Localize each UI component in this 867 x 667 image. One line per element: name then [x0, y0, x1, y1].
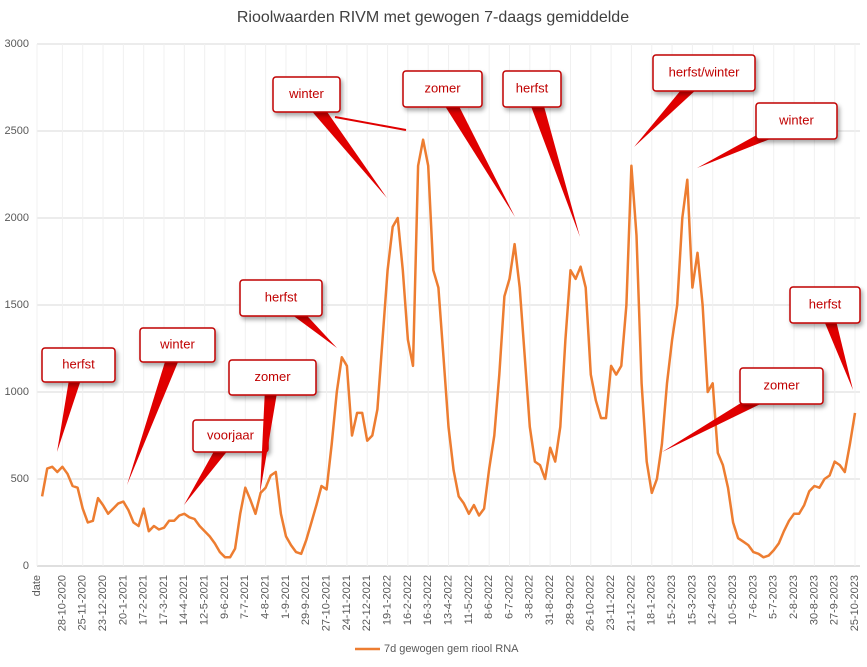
x-tick-label: 9-6-2021: [219, 575, 231, 619]
x-tick-label: 31-8-2022: [544, 575, 556, 625]
x-tick-label: 22-12-2021: [361, 575, 373, 631]
x-tick-label: 16-2-2022: [402, 575, 414, 625]
y-tick-label: 2500: [5, 125, 29, 137]
x-tick-label: 26-10-2022: [585, 575, 597, 631]
callout-line: [334, 116, 407, 131]
callout-box: [239, 279, 323, 317]
callout-label: herfst: [62, 356, 95, 371]
callout-label: herfst/winter: [669, 64, 740, 79]
callout: herfst: [789, 286, 861, 390]
legend-label: 7d gewogen gem riool RNA: [384, 643, 519, 655]
x-tick-label: 2-8-2023: [788, 575, 800, 619]
callout-label: herfst: [809, 296, 842, 311]
callout: herfst/winter: [634, 54, 756, 147]
callout-label: winter: [778, 112, 814, 127]
callout-box: [739, 367, 824, 405]
callout: herfst: [502, 70, 580, 237]
callout-label: zomer: [254, 369, 291, 384]
x-tick-label: 15-3-2023: [686, 575, 698, 625]
y-tick-label: 1500: [5, 299, 29, 311]
x-tick-label: 17-3-2021: [158, 575, 170, 625]
callout: winter: [272, 76, 387, 198]
callout-pointer: [300, 90, 387, 198]
x-tick-label: 23-11-2022: [605, 575, 617, 630]
x-tick-label: 24-11-2021: [341, 575, 353, 630]
x-tick-label: 27-10-2021: [321, 575, 333, 631]
callout-pointer: [525, 86, 580, 237]
callout-pointer: [127, 342, 185, 485]
x-tick-label: 7-6-2023: [747, 575, 759, 619]
x-tick-label: 25-11-2020: [77, 575, 89, 630]
y-tick-label: 1000: [5, 386, 29, 398]
callout-label: voorjaar: [207, 427, 255, 442]
data-line: [40, 138, 857, 559]
x-tick-label: 10-5-2023: [727, 575, 739, 625]
callout-box: [272, 76, 341, 113]
y-tick-label: 2000: [5, 212, 29, 224]
callout-box: [755, 102, 838, 140]
x-tick-label: 5-7-2023: [768, 575, 780, 619]
x-tick-label: 14-4-2021: [178, 575, 190, 625]
x-tick-label: 3-8-2022: [524, 575, 536, 619]
x-tick-label: 20-1-2021: [117, 575, 129, 625]
y-tick-label: 500: [11, 473, 29, 485]
y-tick-label: 3000: [5, 38, 29, 50]
callout-pointer: [57, 363, 86, 452]
y-tick-label: 0: [23, 560, 29, 572]
callout: zomer: [228, 359, 317, 493]
chart-title: Rioolwaarden RIVM met gewogen 7-daags ge…: [237, 9, 629, 26]
x-tick-label: 19-1-2022: [381, 575, 393, 625]
x-tick-label: 11-5-2022: [463, 575, 475, 624]
x-tick-label: 17-2-2021: [138, 575, 150, 625]
x-tick-label: 1-9-2021: [280, 575, 292, 619]
x-tick-label: 8-6-2022: [483, 575, 495, 619]
callout-box: [41, 347, 116, 383]
x-tick-label: 18-1-2023: [646, 575, 658, 625]
callout: herfst: [41, 347, 116, 452]
x-tick-label: 28-10-2020: [56, 575, 68, 631]
callout-box: [652, 54, 756, 92]
callout: zomer: [662, 367, 824, 452]
callout-box: [228, 359, 317, 396]
x-tick-label: 27-9-2023: [829, 575, 841, 625]
callout: winter: [697, 102, 838, 168]
x-tick-label: 30-8-2023: [808, 575, 820, 625]
callout-pointer: [260, 376, 280, 493]
x-tick-label: 6-7-2022: [503, 575, 515, 619]
x-tick-label: 25-10-2023: [849, 575, 861, 631]
callout-label: winter: [288, 86, 324, 101]
callout: herfst: [239, 279, 337, 348]
callout-label: winter: [159, 336, 195, 351]
callout-box: [789, 286, 861, 324]
callout-label: herfst: [265, 289, 298, 304]
x-tick-label: 12-5-2021: [199, 575, 211, 625]
callout-pointer: [818, 302, 853, 390]
x-tick-label: 21-12-2022: [625, 575, 637, 631]
callout-label: zomer: [424, 80, 461, 95]
callout-pointer: [436, 85, 515, 217]
x-tick-label: 16-3-2022: [422, 575, 434, 625]
callout: zomer: [402, 70, 515, 217]
callout: voorjaar: [184, 419, 269, 505]
x-tick-label: 12-4-2023: [707, 575, 719, 625]
x-tick-label: 29-9-2021: [300, 575, 312, 625]
callout-box: [139, 327, 216, 363]
x-tick-label: 4-8-2021: [260, 575, 272, 619]
callout-label: herfst: [516, 80, 549, 95]
x-tick-label: date: [31, 575, 43, 596]
callout: winter: [127, 327, 216, 485]
x-tick-label: 28-9-2022: [564, 575, 576, 625]
x-tick-label: 23-12-2020: [97, 575, 109, 631]
callout-box: [502, 70, 562, 108]
x-tick-label: 7-7-2021: [239, 575, 251, 619]
callout-box: [402, 70, 483, 108]
x-tick-label: 13-4-2022: [442, 575, 454, 625]
x-tick-label: 15-2-2023: [666, 575, 678, 625]
callout-label: zomer: [763, 377, 800, 392]
